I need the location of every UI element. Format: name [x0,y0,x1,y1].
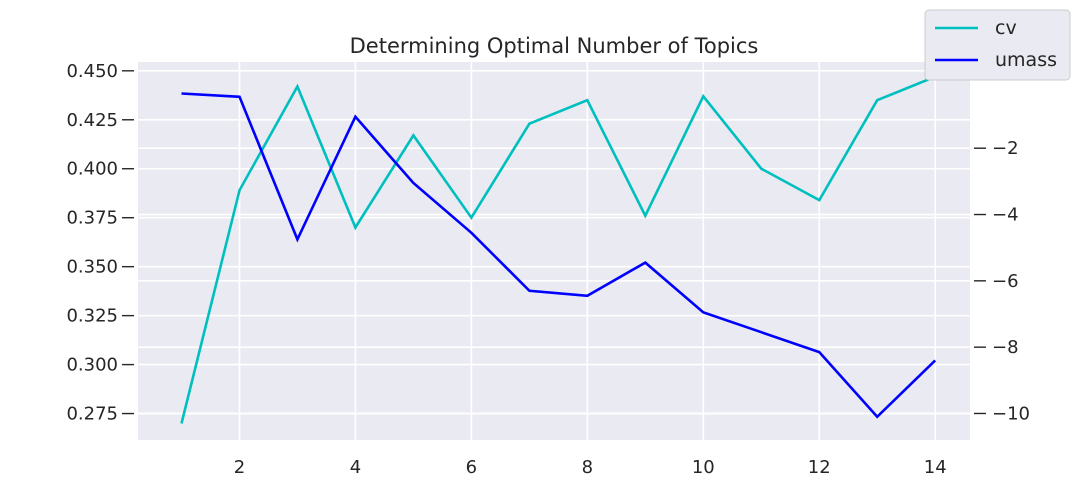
x-tick-label: 10 [692,457,715,478]
plot-background [138,62,970,440]
legend-label-umass: umass [995,49,1057,71]
right-y-axis: −10 −8 −6 −4 −2 [974,138,1030,424]
x-tick-label: 8 [582,457,593,478]
left-tick-label: 0.425 [66,110,118,131]
left-tick-label: 0.350 [66,257,118,278]
series-line-cv [180,75,936,424]
right-tick-label: −2 [992,138,1019,159]
left-tick-label: 0.450 [66,61,118,82]
x-tick-label: 12 [808,457,831,478]
right-tick-label: −10 [992,403,1030,424]
x-axis: 2 4 6 8 10 12 14 [234,457,947,478]
chart-title: Determining Optimal Number of Topics [350,34,759,58]
left-tick-label: 0.325 [66,306,118,327]
left-y-axis: 0.275 0.300 0.325 0.350 0.375 0.400 0.425 0.450 [66,61,134,425]
x-tick-label: 6 [466,457,477,478]
right-tick-label: −8 [992,337,1019,358]
x-tick-label: 2 [234,457,245,478]
grid-lines [138,62,970,440]
right-tick-label: −6 [992,271,1019,292]
left-tick-label: 0.275 [66,404,118,425]
right-tick-label: −4 [992,205,1019,226]
legend-label-cv: cv [995,17,1017,39]
left-tick-label: 0.375 [66,208,118,229]
series-lines [180,75,937,424]
x-tick-label: 4 [350,457,361,478]
left-tick-label: 0.400 [66,159,118,180]
left-tick-label: 0.300 [66,355,118,376]
x-tick-label: 14 [924,457,947,478]
legend: cv umass [924,9,1071,81]
series-line-umass [181,92,937,419]
